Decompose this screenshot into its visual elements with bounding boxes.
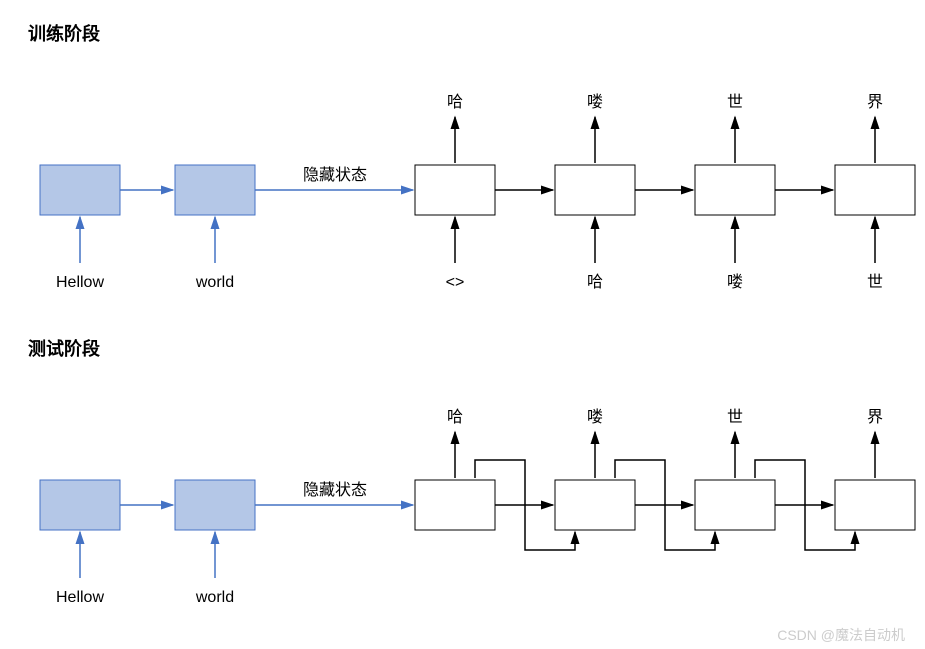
train-title: 训练阶段 bbox=[28, 23, 101, 44]
test-decoder-box-0 bbox=[415, 480, 495, 530]
train-dec-in-label-3: 世 bbox=[867, 273, 883, 291]
test-dec-out-label-1: 喽 bbox=[587, 408, 603, 426]
train-dec-in-label-2: 喽 bbox=[727, 273, 743, 291]
train-decoder-box-0 bbox=[415, 165, 495, 215]
train-dec-in-label-1: 哈 bbox=[587, 273, 603, 291]
train-dec-out-label-2: 世 bbox=[727, 93, 743, 111]
train-dec-out-label-1: 喽 bbox=[587, 93, 603, 111]
watermark: CSDN @魔法自动机 bbox=[777, 627, 905, 643]
train-dec-in-label-0: <> bbox=[446, 274, 465, 291]
train-encoder-box-0 bbox=[40, 165, 120, 215]
train-enc-in-label-0: Hellow bbox=[56, 274, 104, 291]
train-dec-out-label-3: 界 bbox=[867, 93, 883, 111]
test-title: 测试阶段 bbox=[28, 338, 101, 359]
test-dec-out-label-2: 世 bbox=[727, 408, 743, 426]
test-encoder-box-0 bbox=[40, 480, 120, 530]
train-hidden-label: 隐藏状态 bbox=[303, 166, 367, 184]
test-decoder-box-2 bbox=[695, 480, 775, 530]
test-dec-out-label-3: 界 bbox=[867, 408, 883, 426]
test-enc-in-label-1: world bbox=[195, 589, 234, 606]
train-encoder-box-1 bbox=[175, 165, 255, 215]
test-decoder-box-1 bbox=[555, 480, 635, 530]
train-decoder-box-2 bbox=[695, 165, 775, 215]
diagram-canvas: 训练阶段Hellowworld隐藏状态哈<>喽哈世喽界世测试阶段Hellowwo… bbox=[0, 0, 925, 649]
test-enc-in-label-0: Hellow bbox=[56, 589, 104, 606]
train-dec-out-label-0: 哈 bbox=[447, 93, 463, 111]
train-decoder-box-1 bbox=[555, 165, 635, 215]
train-decoder-box-3 bbox=[835, 165, 915, 215]
test-encoder-box-1 bbox=[175, 480, 255, 530]
test-hidden-label: 隐藏状态 bbox=[303, 481, 367, 499]
train-enc-in-label-1: world bbox=[195, 274, 234, 291]
test-decoder-box-3 bbox=[835, 480, 915, 530]
test-dec-out-label-0: 哈 bbox=[447, 408, 463, 426]
